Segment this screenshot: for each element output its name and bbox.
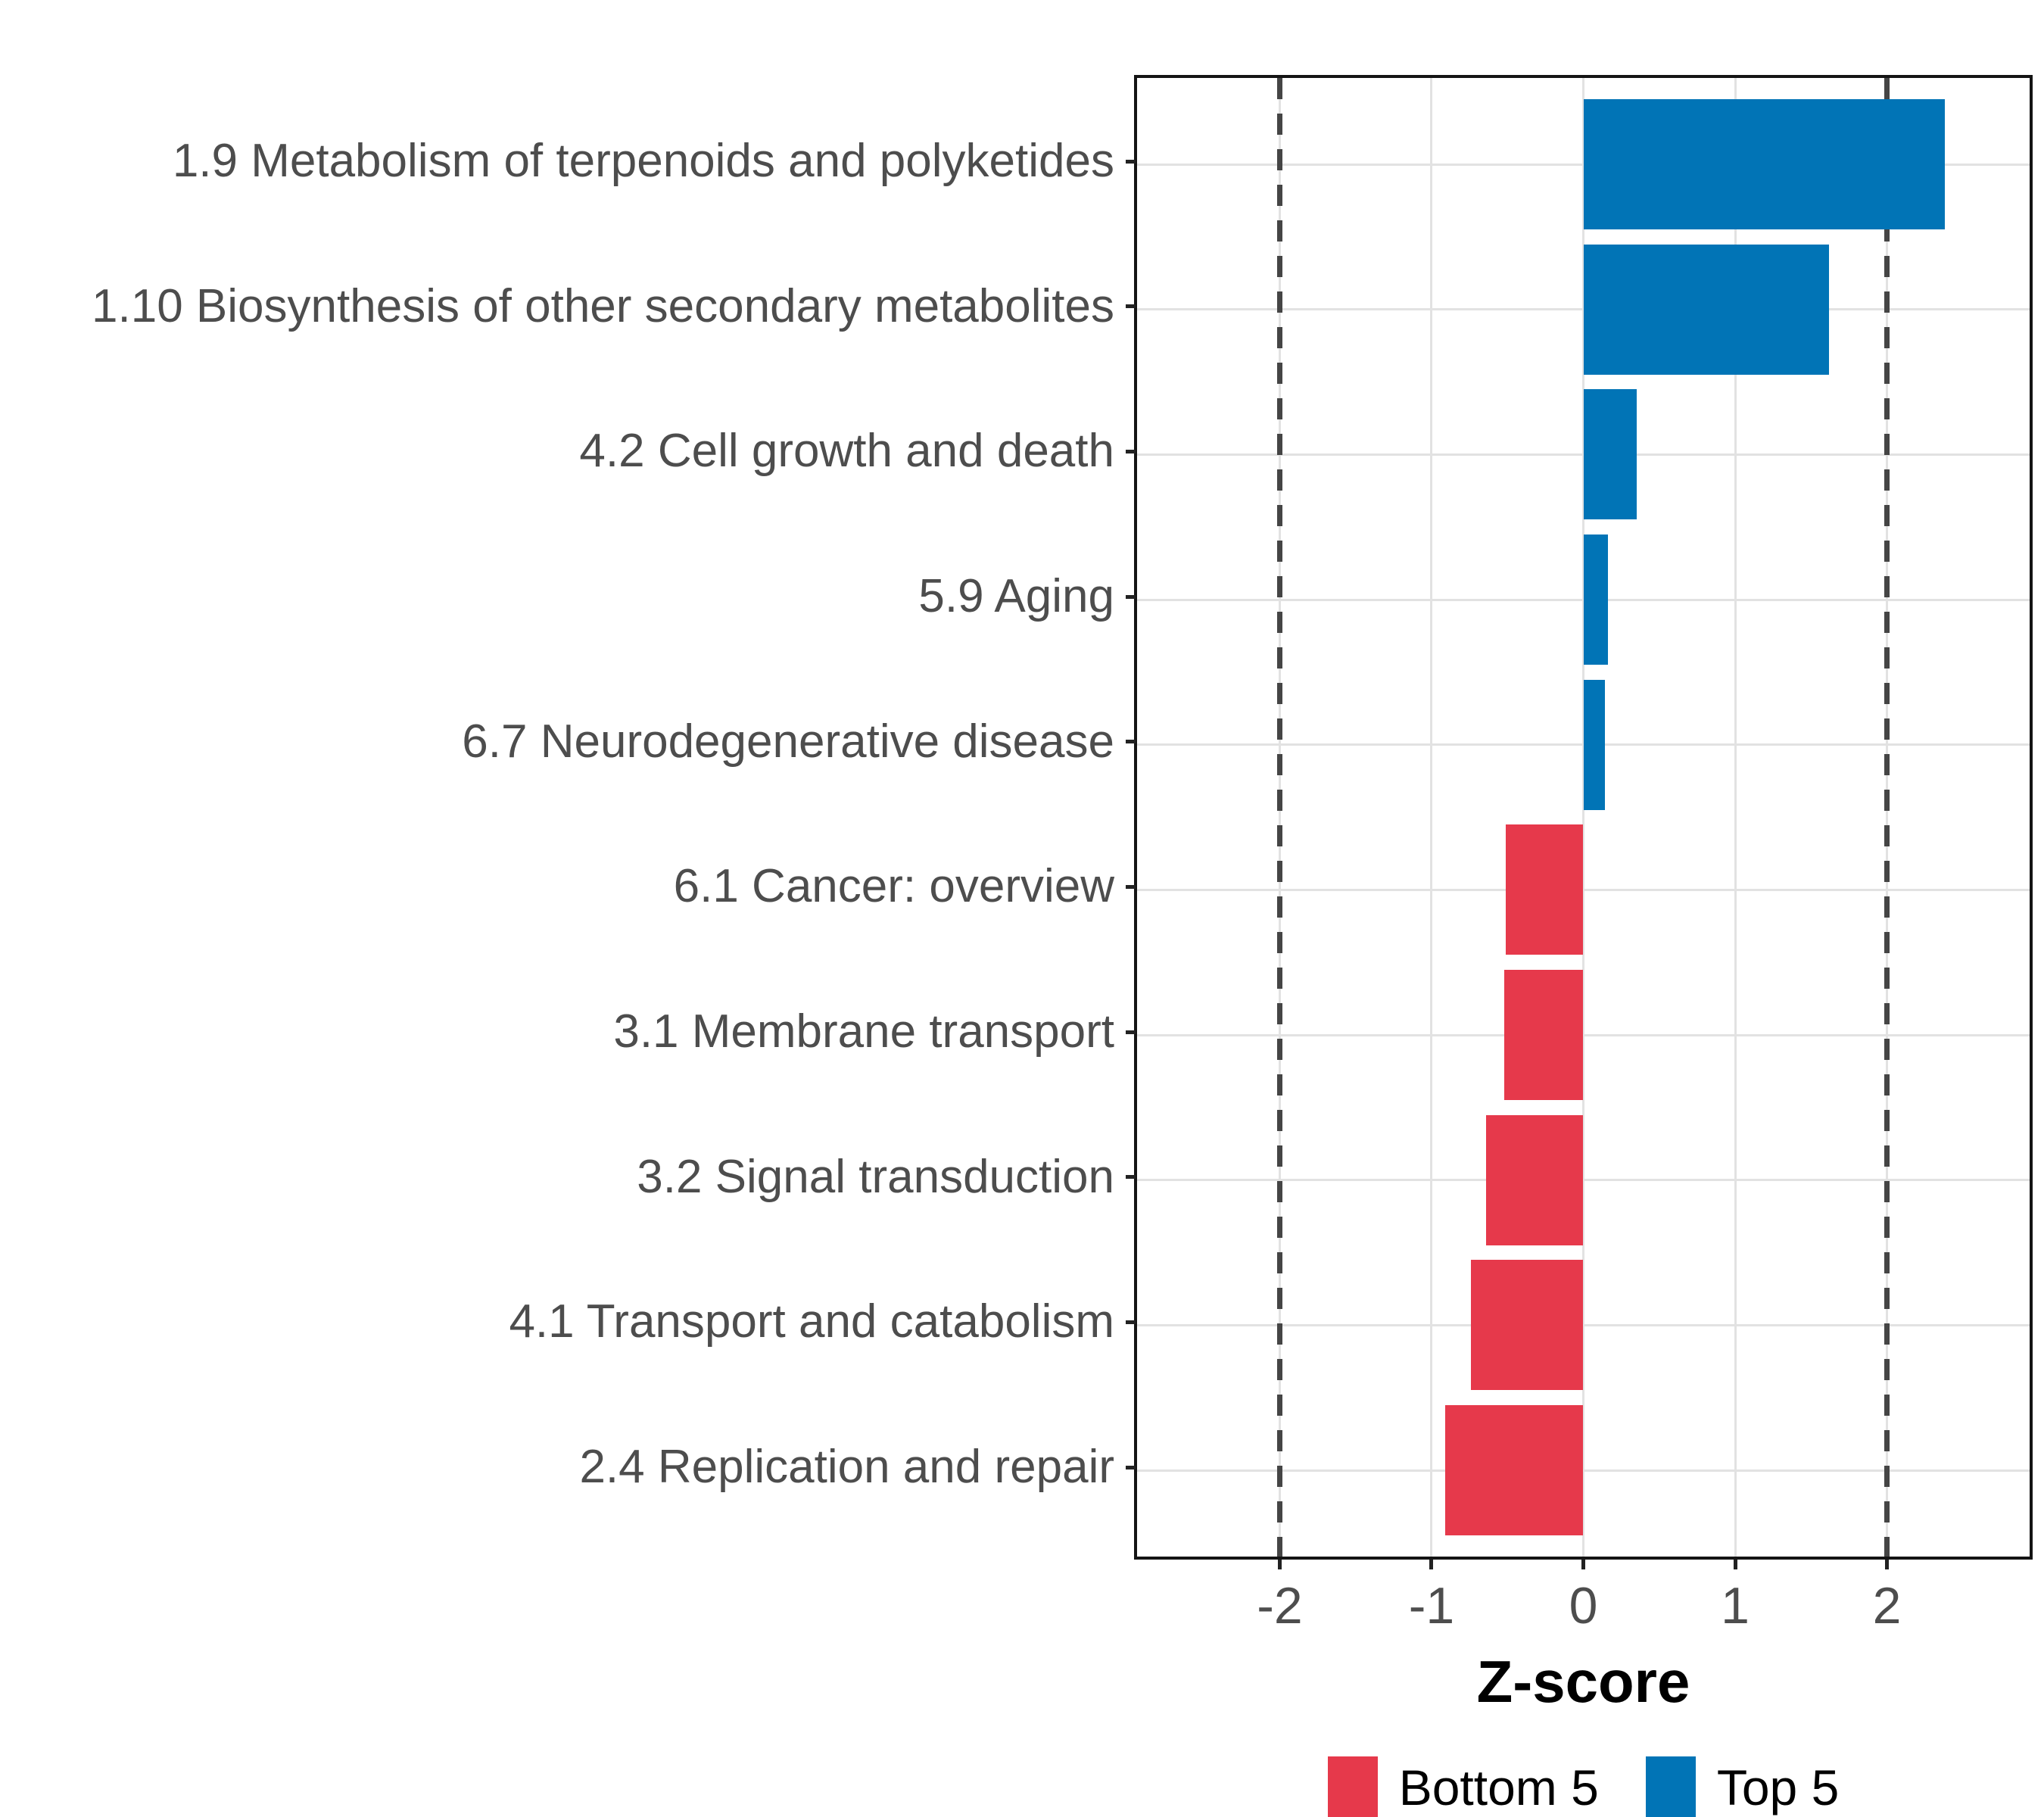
bar-6-7-neurodegenerative-disease: [1583, 679, 1605, 810]
bar-4-2-cell-growth-and-death: [1583, 389, 1637, 520]
x-tick: [1581, 1560, 1585, 1569]
y-tick: [1126, 1030, 1136, 1034]
legend-entry-top-5: Top 5: [1645, 1756, 1840, 1817]
x-tick-label: 0: [1569, 1577, 1598, 1635]
y-axis-label: 1.9 Metabolism of terpenoids and polyket…: [172, 135, 1114, 187]
plot-panel: [1134, 75, 2033, 1560]
x-axis-title: Z-score: [1476, 1648, 1690, 1715]
x-tick: [1277, 1560, 1282, 1569]
bar-3-2-signal-transduction: [1486, 1114, 1584, 1245]
x-tick-label: -1: [1408, 1577, 1455, 1635]
y-axis-label: 5.9 Aging: [918, 570, 1114, 622]
gridline-vertical: [1430, 78, 1433, 1557]
bar-5-9-aging: [1583, 535, 1608, 665]
legend-label-bottom-5: Bottom 5: [1398, 1759, 1599, 1815]
y-axis-label: 4.1 Transport and catabolism: [509, 1295, 1114, 1348]
x-tick-label: 2: [1872, 1577, 1902, 1635]
y-tick: [1126, 740, 1136, 744]
y-tick: [1126, 304, 1136, 309]
y-tick: [1126, 1465, 1136, 1469]
y-axis-label: 1.10 Biosynthesis of other secondary met…: [92, 279, 1114, 332]
y-axis-label: 3.2 Signal transduction: [637, 1150, 1114, 1203]
x-tick: [1429, 1560, 1434, 1569]
y-axis-label: 4.2 Cell growth and death: [579, 425, 1114, 478]
dashed-threshold-line: [1276, 78, 1282, 1557]
x-tick-label: -2: [1257, 1577, 1303, 1635]
bar-4-1-transport-and-catabolism: [1471, 1260, 1584, 1391]
legend-label-top-5: Top 5: [1716, 1759, 1840, 1815]
bar-2-4-replication-and-repair: [1445, 1405, 1584, 1535]
y-tick: [1126, 449, 1136, 453]
y-tick: [1126, 594, 1136, 599]
gridline-vertical: [1582, 78, 1584, 1557]
y-axis-label: 2.4 Replication and repair: [579, 1441, 1114, 1493]
x-tick: [1885, 1560, 1890, 1569]
bar-6-1-cancer-overview: [1506, 824, 1584, 955]
legend-entry-bottom-5: Bottom 5: [1327, 1756, 1599, 1817]
x-tick-label: 1: [1721, 1577, 1750, 1635]
y-axis-label: 3.1 Membrane transport: [613, 1005, 1114, 1058]
legend: Bottom 5 Top 5: [1134, 1753, 2033, 1817]
legend-key-bottom-5: [1327, 1756, 1378, 1817]
bar-1-9-metabolism-of-terpenoids-and-polyketides: [1583, 99, 1945, 229]
gridline-vertical: [1734, 78, 1737, 1557]
bar-1-10-biosynthesis-of-other-secondary-metabolites: [1583, 244, 1830, 375]
x-tick: [1733, 1560, 1737, 1569]
y-tick: [1126, 884, 1136, 889]
y-axis-label: 6.1 Cancer: overview: [673, 860, 1114, 913]
legend-key-top-5: [1645, 1756, 1696, 1817]
y-tick: [1126, 159, 1136, 164]
y-tick: [1126, 1175, 1136, 1180]
y-tick: [1126, 1320, 1136, 1324]
y-axis-label: 6.7 Neurodegenerative disease: [462, 715, 1114, 768]
bar-3-1-membrane-transport: [1504, 970, 1584, 1100]
dashed-threshold-line: [1884, 78, 1890, 1557]
